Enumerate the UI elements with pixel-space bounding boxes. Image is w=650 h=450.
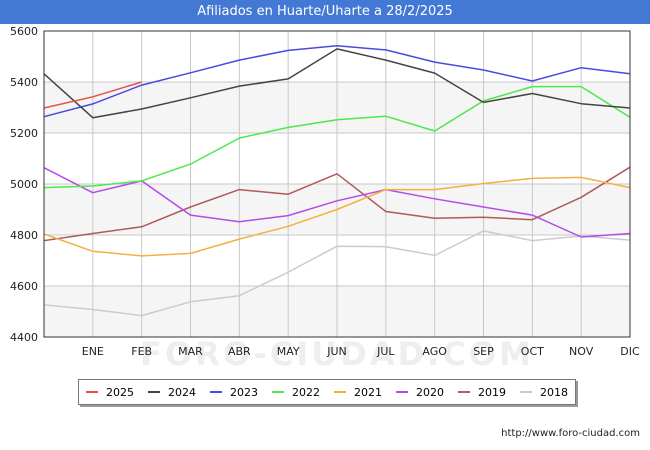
y-tick-label: 5200 bbox=[10, 127, 38, 140]
series-line-2019 bbox=[43, 166, 631, 242]
x-tick-label: FEB bbox=[131, 345, 152, 358]
series-line-2025 bbox=[43, 81, 142, 109]
y-tick-label: 4400 bbox=[10, 331, 38, 344]
y-tick-label: 4600 bbox=[10, 280, 38, 293]
x-tick-label: DIC bbox=[620, 345, 640, 358]
x-tick-label: NOV bbox=[569, 345, 594, 358]
legend-item-2020: 2020 bbox=[396, 386, 444, 399]
y-tick-label: 4800 bbox=[10, 229, 38, 242]
legend-item-2023: 2023 bbox=[210, 386, 258, 399]
legend-swatch bbox=[458, 391, 470, 393]
series-line-2018 bbox=[43, 230, 631, 317]
legend-label: 2021 bbox=[354, 385, 382, 399]
legend-label: 2019 bbox=[478, 385, 506, 399]
series-line-2024 bbox=[43, 48, 631, 119]
legend-label: 2024 bbox=[168, 385, 196, 399]
legend-swatch bbox=[334, 391, 346, 393]
x-tick-label: OCT bbox=[521, 345, 544, 358]
x-tick-label: AGO bbox=[422, 345, 447, 358]
legend-swatch bbox=[210, 391, 222, 393]
legend-label: 2023 bbox=[230, 385, 258, 399]
legend-label: 2020 bbox=[416, 385, 444, 399]
legend-item-2024: 2024 bbox=[148, 386, 196, 399]
series-line-2023 bbox=[43, 45, 631, 118]
legend-swatch bbox=[396, 391, 408, 393]
y-tick-label: 5400 bbox=[10, 76, 38, 89]
x-tick-label: ABR bbox=[228, 345, 251, 358]
x-tick-label: MAY bbox=[277, 345, 300, 358]
legend-label: 2025 bbox=[106, 385, 134, 399]
legend-item-2025: 2025 bbox=[86, 386, 134, 399]
y-tick-label: 5600 bbox=[10, 25, 38, 38]
legend-swatch bbox=[520, 391, 532, 393]
legend-item-2019: 2019 bbox=[458, 386, 506, 399]
x-tick-label: MAR bbox=[178, 345, 203, 358]
x-tick-label: JUL bbox=[376, 345, 395, 358]
watermark: FORO-CIUDAD.COM bbox=[140, 335, 534, 373]
x-tick-label: JUN bbox=[326, 345, 347, 358]
legend-swatch bbox=[148, 391, 160, 393]
legend-swatch bbox=[272, 391, 284, 393]
series-line-2022 bbox=[43, 85, 631, 189]
source-url: http://www.foro-ciudad.com bbox=[501, 428, 640, 439]
legend-item-2021: 2021 bbox=[334, 386, 382, 399]
legend-item-2018: 2018 bbox=[520, 386, 568, 399]
legend-item-2022: 2022 bbox=[272, 386, 320, 399]
chart-title: Afiliados en Huarte/Uharte a 28/2/2025 bbox=[0, 0, 650, 24]
x-tick-label: ENE bbox=[82, 345, 104, 358]
legend-label: 2022 bbox=[292, 385, 320, 399]
legend-swatch bbox=[86, 391, 98, 393]
series-line-2021 bbox=[43, 176, 631, 257]
chart-legend: 2025 2024 2023 2022 2021 2020 2019 2018 bbox=[78, 379, 576, 405]
x-tick-label: SEP bbox=[473, 345, 494, 358]
legend-label: 2018 bbox=[540, 385, 568, 399]
y-tick-label: 5000 bbox=[10, 178, 38, 191]
